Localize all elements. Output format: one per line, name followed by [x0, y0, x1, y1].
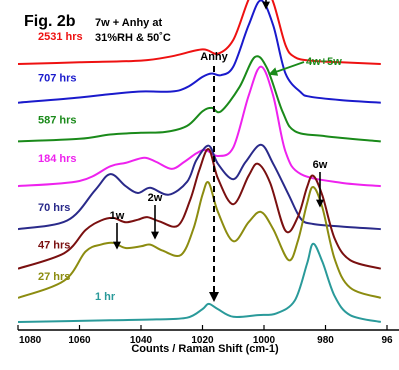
annotation-4w5w-arrow	[268, 61, 305, 76]
series-label: 1 hr	[95, 291, 116, 303]
x-tick-label: 1000	[253, 335, 276, 346]
series-label: 2531 hrs	[38, 31, 83, 43]
annotation-4w5w: 4w+5w	[306, 56, 342, 68]
annotations: Anhy 4w+5w 6w 1w 2w	[110, 0, 342, 302]
series-group	[18, 0, 382, 323]
x-axis: 1080 1060 1040 1020 1000 980 96 Counts / Raman…	[17, 325, 399, 355]
annotation-6w: 6w	[313, 159, 328, 171]
x-axis-title: Counts / Raman Shift (cm-1)	[131, 343, 279, 355]
x-tick-label: 1060	[68, 335, 91, 346]
x-tick-label: 1020	[191, 335, 214, 346]
series-line	[18, 242, 382, 323]
title-line-1: 7w + Anhy at	[95, 17, 162, 29]
series-label: 47 hrs	[38, 240, 70, 252]
figure-label: Fig. 2b	[24, 13, 76, 30]
x-tick-label: 1080	[19, 335, 42, 346]
title-line-2: 31%RH & 50˚C	[95, 32, 171, 44]
series-line	[18, 148, 382, 270]
series-line	[18, 0, 381, 104]
series-label: 587 hrs	[38, 114, 77, 126]
series-label: 707 hrs	[38, 73, 77, 85]
x-tick-label: 96	[381, 335, 393, 346]
annotation-1w: 1w	[110, 210, 125, 222]
series-line	[18, 0, 381, 65]
series-label: 184 hrs	[38, 153, 77, 165]
series-line	[18, 143, 381, 231]
x-tick-label: 980	[317, 335, 334, 346]
series-label: 27 hrs	[38, 271, 70, 283]
annotation-2w: 2w	[148, 192, 163, 204]
x-tick-label: 1040	[130, 335, 153, 346]
series-line	[18, 181, 382, 299]
series-line	[18, 55, 381, 143]
figure-header: Fig. 2b 7w + Anhy at 31%RH & 50˚C	[24, 13, 171, 44]
series-label-group: 2531 hrs 707 hrs 587 hrs 184 hrs 70 hrs 47 hr…	[38, 31, 116, 303]
series-label: 70 hrs	[38, 202, 70, 214]
x-ticks: 1080 1060 1040 1020 1000 980 96	[17, 325, 393, 346]
annotation-anhy: Anhy	[200, 51, 228, 63]
